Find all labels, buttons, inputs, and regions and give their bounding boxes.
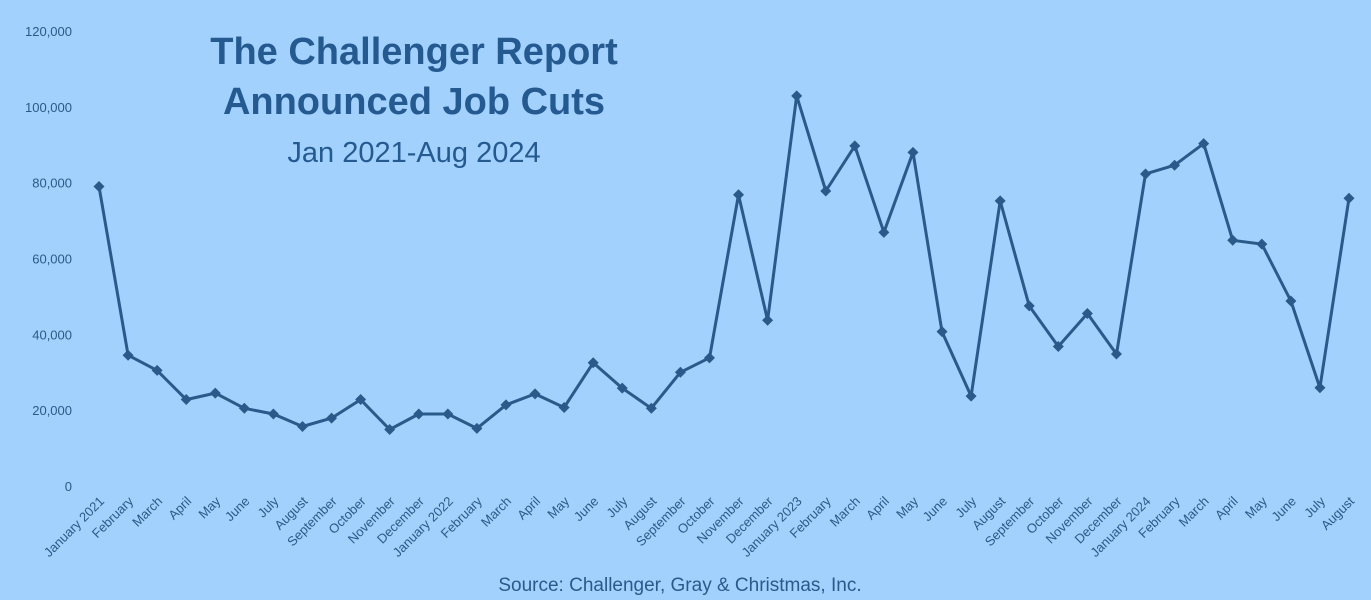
data-points: [93, 90, 1355, 436]
x-tick-label: April: [1212, 493, 1241, 522]
chart-subtitle: Jan 2021-Aug 2024: [287, 137, 540, 169]
data-point: [733, 189, 745, 201]
data-point: [616, 382, 628, 394]
data-point: [122, 349, 134, 361]
x-tick-label: May: [544, 493, 572, 521]
y-tick-label: 80,000: [32, 176, 72, 191]
x-tick-label: April: [863, 493, 892, 522]
data-point: [1198, 138, 1210, 150]
y-tick-label: 60,000: [32, 252, 72, 267]
data-point: [355, 394, 367, 406]
data-point: [1081, 307, 1093, 319]
data-point: [1023, 300, 1035, 312]
data-point: [1052, 340, 1064, 352]
data-point: [1227, 234, 1239, 246]
x-tick-label: April: [165, 493, 194, 522]
x-tick-label: March: [1176, 494, 1212, 530]
x-tick-label: April: [514, 493, 543, 522]
x-tick-label: June: [920, 494, 951, 525]
x-tick-label: June: [1268, 494, 1299, 525]
data-point: [442, 408, 454, 420]
data-point: [384, 424, 396, 436]
data-point: [238, 402, 250, 414]
data-point: [1110, 348, 1122, 360]
chart-title-line1: The Challenger Report: [210, 31, 618, 73]
data-point: [296, 420, 308, 432]
data-point: [1343, 192, 1355, 204]
series-line: [97, 94, 1351, 431]
data-point: [1256, 238, 1268, 250]
data-point: [762, 314, 774, 326]
data-point: [326, 412, 338, 424]
data-point: [791, 90, 803, 102]
data-point: [93, 180, 105, 192]
data-point: [878, 226, 890, 238]
x-tick-label: March: [478, 494, 514, 530]
data-point: [587, 357, 599, 369]
data-point: [907, 146, 919, 158]
data-point: [471, 422, 483, 434]
data-point: [1314, 382, 1326, 394]
data-point: [180, 394, 192, 406]
x-tick-label: May: [1242, 493, 1270, 521]
x-tick-label: March: [827, 494, 863, 530]
x-tick-label: August: [1318, 493, 1357, 532]
data-point: [267, 408, 279, 420]
data-point: [965, 390, 977, 402]
data-point: [500, 399, 512, 411]
data-point: [151, 364, 163, 376]
data-point: [936, 326, 948, 338]
x-tick-label: May: [195, 493, 223, 521]
data-point: [645, 402, 657, 414]
y-tick-label: 40,000: [32, 327, 72, 342]
data-point: [529, 388, 541, 400]
data-point: [820, 185, 832, 197]
y-tick-label: 20,000: [32, 403, 72, 418]
data-point: [209, 387, 221, 399]
x-tick-label: March: [129, 494, 165, 530]
x-tick-label: June: [222, 494, 253, 525]
data-point: [1285, 295, 1297, 307]
data-point: [413, 408, 425, 420]
data-point: [994, 195, 1006, 207]
chart-title-line2: Announced Job Cuts: [223, 81, 605, 123]
chart-titles: The Challenger Report Announced Job Cuts…: [210, 31, 618, 169]
data-point: [849, 140, 861, 152]
data-point: [1140, 168, 1152, 180]
data-point: [674, 366, 686, 378]
y-tick-label: 120,000: [25, 24, 72, 39]
x-tick-label: June: [571, 494, 602, 525]
y-tick-label: 0: [65, 479, 72, 494]
data-point: [558, 402, 570, 414]
data-point: [1169, 159, 1181, 171]
x-tick-label: May: [893, 493, 921, 521]
y-axis: 0 20,000 40,000 60,000 80,000 100,000 120,000: [25, 24, 72, 494]
y-tick-label: 100,000: [25, 100, 72, 115]
chart-source: Source: Challenger, Gray & Christmas, In…: [498, 575, 861, 596]
data-point: [703, 352, 715, 364]
